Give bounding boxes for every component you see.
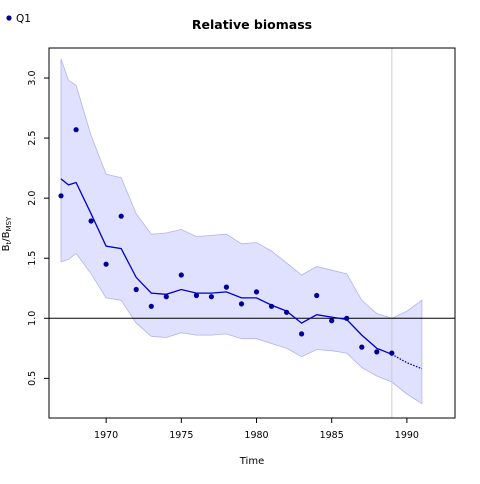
x-tick-label: 1975: [169, 430, 193, 441]
estimate-line: [60, 178, 393, 355]
data-point: [88, 218, 94, 224]
y-tick-label: 2.0: [27, 191, 38, 206]
x-axis-label: Time: [239, 456, 264, 467]
legend-label: Q1: [16, 13, 31, 25]
data-point: [163, 294, 169, 300]
data-point: [103, 261, 109, 267]
data-point: [329, 318, 335, 324]
x-tick-label: 1985: [320, 430, 344, 441]
y-axis-label-sub-msy: MSY: [5, 216, 13, 231]
data-point: [193, 292, 199, 299]
data-point: [314, 292, 320, 299]
data-point: [58, 193, 64, 199]
plot-layer: [49, 48, 455, 418]
legend-marker: [6, 15, 12, 21]
data-point: [253, 289, 260, 295]
y-axis-label-sep: /B: [1, 231, 12, 241]
y-tick-label: 2.5: [27, 131, 38, 146]
data-point: [118, 213, 124, 219]
x-tick-label: 1970: [94, 430, 118, 441]
legend: Q1: [6, 13, 31, 25]
y-tick-label: 3.0: [27, 70, 38, 85]
y-tick-label: 1.0: [27, 311, 38, 326]
x-tick-label: 1980: [244, 430, 268, 441]
confidence-band: [60, 58, 423, 405]
data-point: [359, 344, 365, 350]
y-tick-label: 1.5: [27, 251, 38, 266]
y-axis-label: Bt/BMSY: [1, 216, 13, 251]
forecast-line: [391, 353, 423, 370]
data-point: [374, 349, 380, 355]
data-point: [208, 294, 214, 300]
data-point: [133, 286, 139, 293]
y-axis-label-main: B: [1, 244, 12, 251]
data-point: [299, 331, 305, 337]
data-point: [238, 301, 245, 307]
data-point: [389, 350, 395, 356]
y-axis-label-sub-t: t: [5, 241, 13, 244]
data-point: [344, 315, 350, 321]
plot-frame: [48, 47, 456, 419]
data-point: [148, 303, 154, 309]
data-point: [284, 309, 290, 315]
x-tick-label: 1990: [395, 430, 419, 441]
axes-layer: 1970 1975 1980 1985 1990 0.5 1.0 1.5 2.0 2.5 3.0: [27, 47, 456, 441]
y-tick-label: 0.5: [27, 371, 38, 386]
data-point: [223, 284, 229, 290]
chart-title: Relative biomass: [192, 17, 312, 32]
data-point: [73, 127, 79, 133]
data-point: [178, 272, 184, 278]
data-point: [268, 303, 275, 309]
